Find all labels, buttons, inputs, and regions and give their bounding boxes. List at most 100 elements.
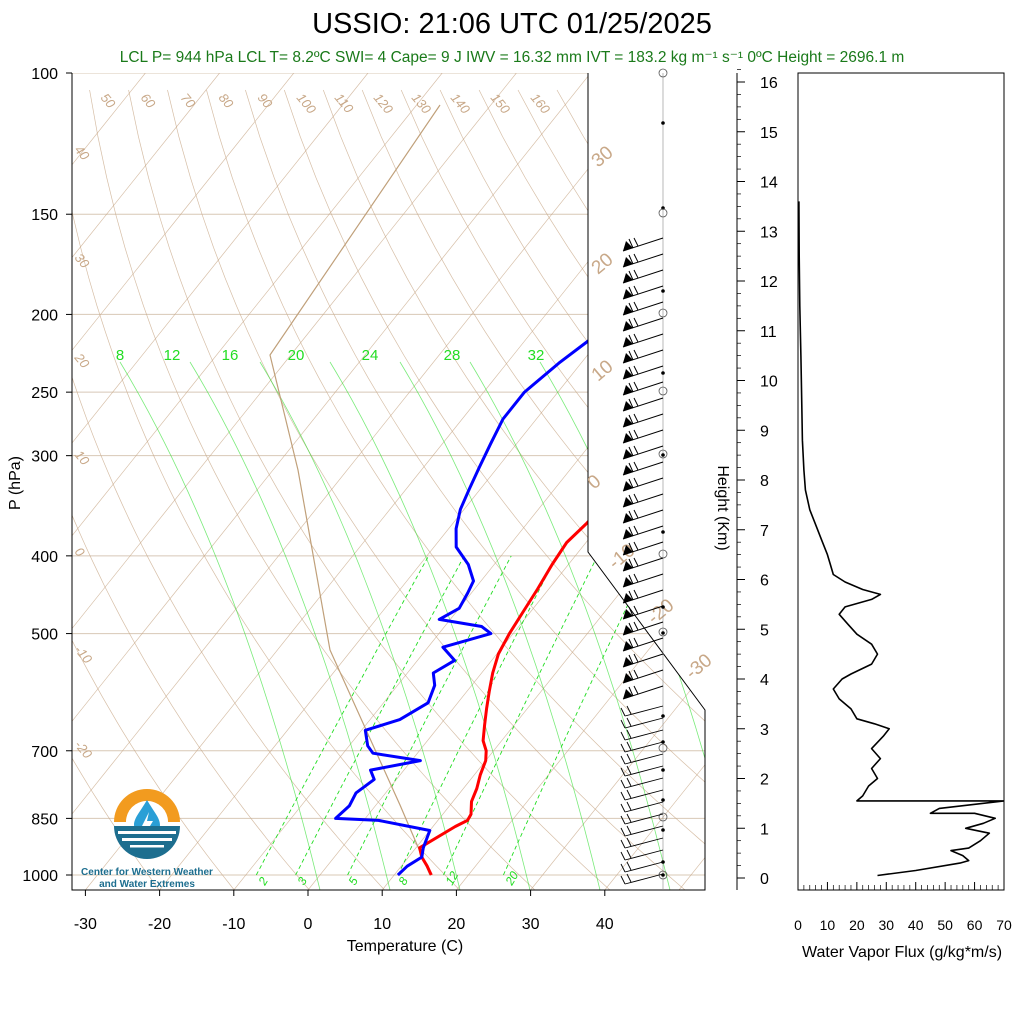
flux-tick-label: 20: [849, 917, 865, 933]
height-axis-label: Height (Km): [714, 465, 731, 550]
flux-tick-label: 50: [937, 917, 953, 933]
y-tick-label: 150: [31, 207, 58, 224]
wind-barb: [622, 605, 664, 620]
barb-dot: [661, 121, 665, 125]
y-tick-label: 850: [31, 811, 58, 828]
wind-barbs: [620, 68, 668, 890]
barb-dot: [661, 453, 665, 457]
mixing-ratio-label: 20: [288, 347, 305, 364]
isotherm-label: 10: [588, 356, 618, 386]
dewpoint-line: [334, 212, 705, 877]
height-tick-label: 3: [760, 722, 769, 739]
wind-barb: [622, 525, 664, 540]
height-tick-label: 13: [760, 224, 778, 241]
adiabat-label: 110: [332, 90, 357, 116]
wind-barb: [620, 837, 664, 849]
isotherm-label: -20: [72, 737, 96, 762]
wind-barb: [620, 765, 664, 777]
wind-barb: [622, 397, 664, 412]
mixing-ratio-label: 8: [395, 874, 411, 887]
mixing-ratio-label: 2: [255, 874, 271, 888]
y-tick-label: 700: [31, 744, 58, 761]
flux-frame: [797, 72, 1005, 891]
skew-data: [334, 212, 705, 877]
adiabat-label: 120: [371, 90, 397, 117]
calm-circle: [658, 627, 668, 637]
frame: [71, 73, 706, 891]
y-tick-label: 300: [31, 449, 58, 466]
wind-barb: [622, 253, 664, 268]
skew-grid: [72, 73, 705, 890]
wind-barb: [620, 861, 664, 873]
cw3e-logo: [114, 789, 180, 859]
barb-dot: [661, 605, 665, 609]
y-tick-label: 400: [31, 549, 58, 566]
height-tick-label: 8: [760, 473, 769, 490]
y-tick-label: 1000: [22, 868, 58, 885]
wind-barb: [622, 349, 664, 364]
flux-line: [798, 201, 1004, 877]
wind-barb: [622, 541, 664, 556]
isotherm-label: 20: [588, 249, 618, 279]
chart-subtitle: LCL P= 944 hPa LCL T= 8.2ºC SWI= 4 Cape=…: [119, 49, 905, 66]
adiabat-label: 160: [528, 90, 554, 117]
wind-barb: [622, 461, 664, 476]
height-tick-label: 7: [760, 523, 769, 540]
x-axis-label: Temperature (C): [347, 938, 463, 955]
calm-circle: [658, 386, 668, 396]
adiabat-label: 150: [488, 90, 514, 117]
flux-tick-label: 60: [967, 917, 983, 933]
wind-barb: [622, 333, 664, 348]
wind-barb: [620, 717, 664, 729]
barb-dot: [661, 873, 665, 877]
wind-barb: [622, 285, 664, 300]
wind-barb: [622, 621, 664, 636]
wind-barb: [622, 365, 664, 380]
barb-dot: [661, 828, 665, 832]
wind-barb: [620, 777, 664, 789]
flux-tick-label: 40: [908, 917, 924, 933]
isotherm-label: 30: [588, 142, 618, 172]
wind-barb: [622, 493, 664, 508]
height-tick-label: 16: [760, 75, 778, 92]
barb-dot: [661, 798, 665, 802]
mixing-ratio-label: 24: [362, 347, 379, 364]
height-tick-label: 4: [760, 672, 769, 689]
wind-barb: [622, 477, 664, 492]
height-tick-label: 14: [760, 175, 778, 192]
y-tick-label: 200: [31, 307, 58, 324]
height-tick-label: 10: [760, 374, 778, 391]
height-tick-label: 12: [760, 274, 778, 291]
mixing-ratio-label: 3: [294, 874, 310, 887]
mixing-ratio-label: 12: [442, 869, 461, 888]
calm-circle: [658, 743, 668, 753]
wind-barb: [620, 705, 664, 717]
isotherm-label: 40: [72, 142, 93, 163]
flux-tick-label: 0: [794, 917, 802, 933]
wind-barb: [620, 873, 664, 885]
height-tick-label: 15: [760, 125, 778, 142]
flux-tick-label: 30: [878, 917, 894, 933]
height-tick-label: 5: [760, 622, 769, 639]
calm-circle: [658, 308, 668, 318]
calm-circle: [658, 68, 668, 78]
wind-barb: [622, 381, 664, 396]
barb-dot: [661, 371, 665, 375]
x-tick-label: -20: [148, 916, 171, 933]
flux-tick-label: 70: [996, 917, 1012, 933]
height-tick-label: 1: [760, 821, 769, 838]
isotherm-label: -20: [644, 595, 679, 629]
barb-dot: [661, 714, 665, 718]
isotherm-label: -10: [605, 540, 640, 574]
isotherm-label: 20: [71, 350, 93, 372]
wind-barb: [622, 685, 664, 700]
x-tick-label: 40: [596, 916, 614, 933]
adiabat-label: 60: [138, 90, 159, 111]
logo-text: Center for Western Weather and Water Ext…: [62, 867, 232, 891]
y-tick-label: 250: [31, 385, 58, 402]
adiabat-label: 100: [294, 90, 320, 117]
wind-barb: [622, 445, 664, 460]
wind-barb: [622, 653, 664, 668]
x-tick-label: -30: [74, 916, 97, 933]
